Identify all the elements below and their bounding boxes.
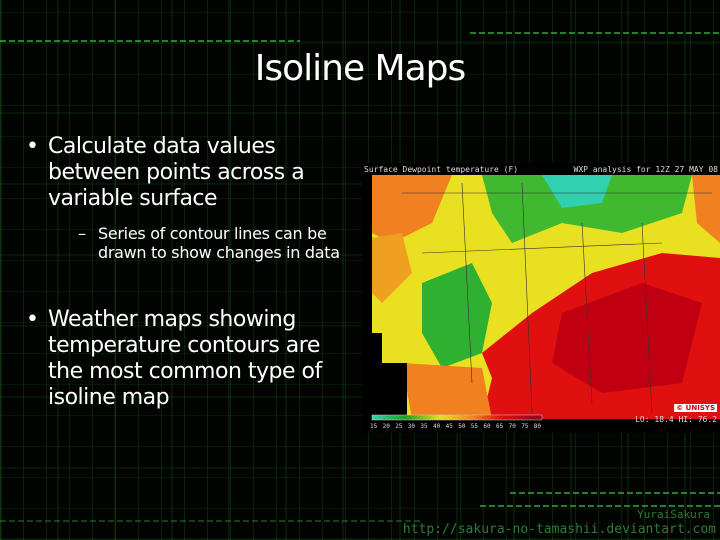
colorbar-tick-label: 20 (382, 423, 390, 430)
decor-line (470, 32, 720, 34)
sub-bullet-1: Series of contour lines can be drawn to … (78, 224, 348, 262)
map-title: Surface Dewpoint temperature (F) (364, 165, 519, 174)
slide-title: Isoline Maps (254, 48, 467, 89)
map-date: WXP analysis for 12Z 27 MAY 08 (573, 165, 719, 174)
colorbar-tick-label: 65 (496, 423, 504, 430)
watermark-author: YuraiSakura (637, 508, 710, 521)
decor-line (510, 492, 720, 494)
bullet-2: Weather maps showing temperature contour… (26, 307, 348, 411)
decor-line (0, 40, 300, 42)
colorbar-tick-label: 70 (508, 423, 516, 430)
colorbar-tick-label: 35 (420, 423, 428, 430)
colorbar-tick-label: 60 (483, 423, 491, 430)
colorbar-tick-label: 30 (407, 423, 416, 430)
watermark-url: http://sakura-no-tamashii.deviantart.com (402, 522, 716, 537)
bullet-1: Calculate data values between points acr… (26, 134, 348, 212)
colorbar-tick-label: 75 (521, 423, 529, 430)
dewpoint-map: Surface Dewpoint temperature (F) WXP ana… (362, 163, 720, 433)
colorbar-tick-label: 40 (433, 423, 441, 430)
unisys-logo: © UNISYS (674, 404, 717, 412)
colorbar-tick-label: 15 (370, 423, 378, 430)
decor-line (480, 505, 720, 507)
colorbar-tick-label: 50 (458, 423, 466, 430)
colorbar-tick-label: 80 (533, 423, 542, 430)
map-image (362, 175, 720, 421)
colorbar-tick-label: 55 (470, 423, 479, 430)
decor-line (0, 520, 420, 522)
colorbar-tick-label: 45 (445, 423, 453, 430)
colorbar-tick-label: 25 (395, 423, 403, 430)
lo-hi-readout: LO: 18.4 HI: 76.2 (635, 415, 717, 424)
colorbar (371, 414, 543, 421)
